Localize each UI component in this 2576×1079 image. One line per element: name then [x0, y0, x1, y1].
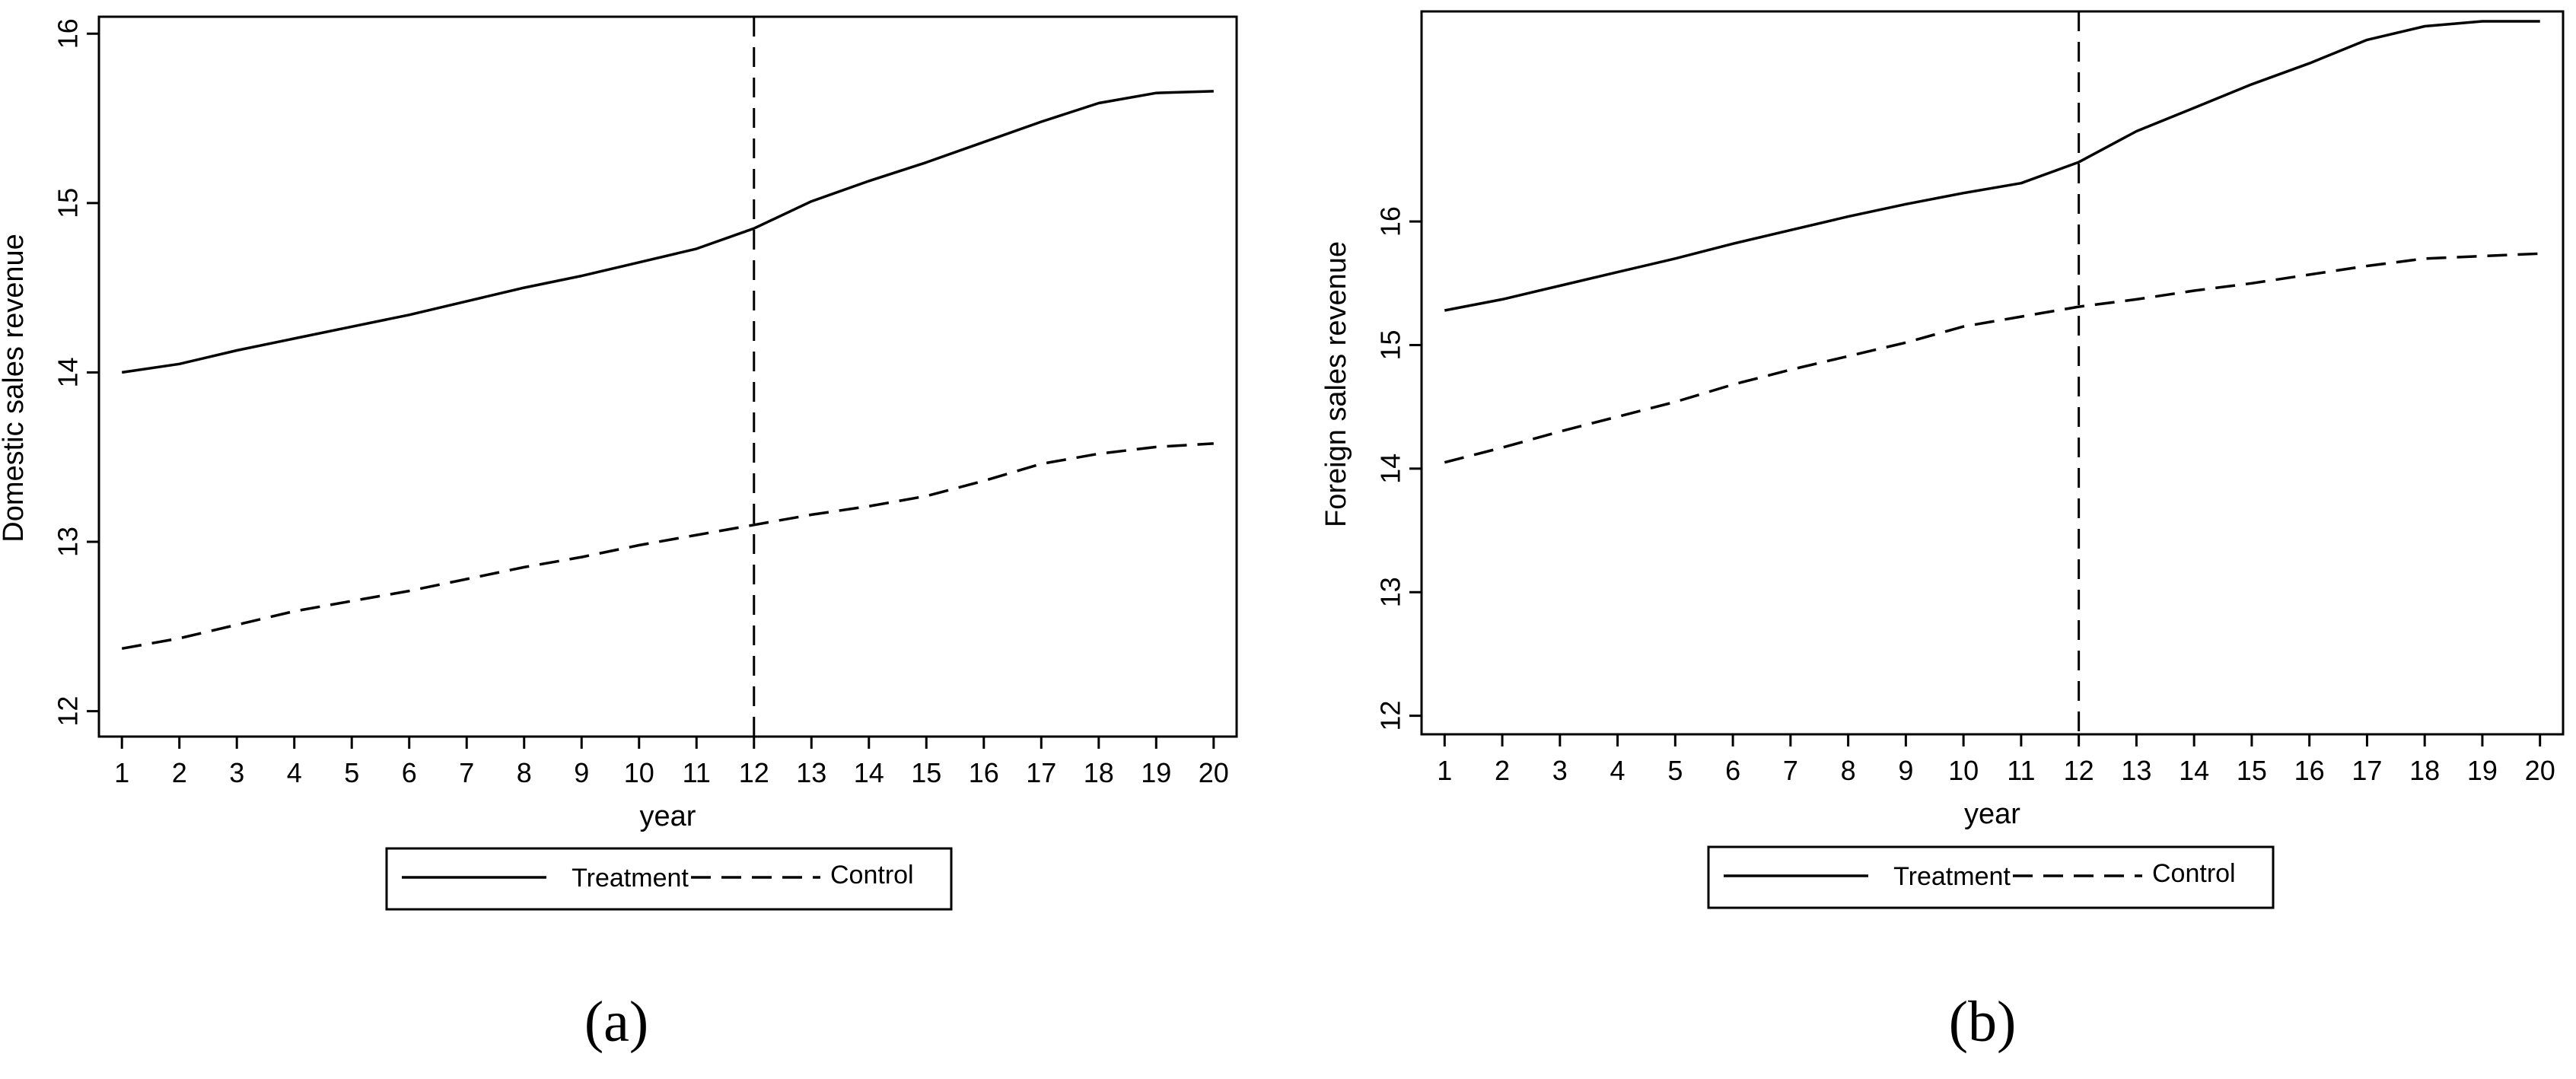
y-axis-title: Foreign sales revenue: [1320, 241, 1352, 527]
x-tick-label: 11: [2007, 755, 2035, 786]
x-tick-label: 17: [2352, 755, 2382, 786]
panel-a-caption: (a): [584, 990, 649, 1054]
chart-panel-a: 1 2 3 4 5 6 7 8 9 10 11 12 13 14 15 16 17 18 19 20121314151…: [0, 15, 1238, 911]
legend-label-treatment: Treatment: [1893, 862, 2011, 891]
x-tick-label: 9: [574, 757, 589, 788]
x-tick-label: 2: [1495, 755, 1510, 786]
x-tick-label: 7: [459, 757, 474, 788]
y-axis-title: Domestic sales revenue: [0, 234, 30, 543]
plot-frame: [1420, 10, 2565, 736]
x-tick-label: 20: [1199, 757, 1229, 788]
y-tick-label: 15: [53, 188, 84, 218]
legend: Treatment Control: [385, 847, 953, 911]
x-tick-label: 17: [1026, 757, 1056, 788]
y-tick-label: 16: [1375, 206, 1406, 237]
legend-box: [1707, 845, 2275, 909]
y-tick-label: 15: [1375, 329, 1406, 360]
x-tick-label: 1: [114, 757, 129, 788]
x-tick-label: 8: [1841, 755, 1856, 786]
x-tick-label: 19: [1141, 757, 1171, 788]
x-tick-label: 19: [2467, 755, 2498, 786]
x-tick-label: 7: [1783, 755, 1798, 786]
x-tick-label: 12: [739, 757, 769, 788]
x-tick-label: 4: [287, 757, 302, 788]
x-tick-label: 13: [796, 757, 826, 788]
x-tick-label: 5: [1667, 755, 1683, 786]
chart-panel-b: 1 2 3 4 5 6 7 8 9 10 11 12 13 14 15 16 17 18 19 20121314151…: [1320, 10, 2565, 909]
series-line-treatment: [121, 90, 1214, 374]
x-tick-label: 18: [1084, 757, 1114, 788]
x-tick-label: 6: [1725, 755, 1740, 786]
x-axis-title: year: [640, 800, 696, 832]
x-tick-label: 11: [683, 757, 711, 788]
x-axis-title: year: [1964, 798, 2020, 830]
x-tick-label: 16: [969, 757, 999, 788]
legend-label-control: Control: [830, 861, 914, 890]
legend: Treatment Control: [1707, 845, 2275, 909]
y-tick-label: 13: [1375, 577, 1406, 607]
y-tick-label: 12: [1375, 701, 1406, 731]
x-tick-label: 15: [911, 757, 941, 788]
x-tick-label: 1: [1437, 755, 1452, 786]
series-line-treatment: [1444, 20, 2540, 312]
y-tick-label: 12: [53, 696, 84, 727]
series-line-control: [1444, 252, 2540, 464]
legend-label-treatment: Treatment: [572, 864, 689, 893]
x-tick-label: 3: [229, 757, 244, 788]
x-tick-label: 10: [624, 757, 654, 788]
x-tick-label: 14: [854, 757, 884, 788]
x-tick-label: 13: [2121, 755, 2151, 786]
x-tick-label: 12: [2064, 755, 2094, 786]
x-tick-label: 14: [2179, 755, 2209, 786]
x-tick-label: 10: [1948, 755, 1979, 786]
x-tick-label: 5: [344, 757, 359, 788]
x-tick-label: 6: [402, 757, 417, 788]
x-tick-label: 20: [2525, 755, 2555, 786]
series-line-control: [121, 442, 1214, 651]
y-tick-label: 13: [53, 527, 84, 557]
x-tick-label: 2: [172, 757, 187, 788]
legend-box: [385, 847, 953, 911]
x-tick-label: 15: [2237, 755, 2267, 786]
x-tick-label: 16: [2294, 755, 2325, 786]
y-tick-label: 14: [1375, 454, 1406, 484]
y-tick-label: 16: [53, 18, 84, 49]
plot-frame: [97, 15, 1238, 738]
x-tick-label: 3: [1552, 755, 1568, 786]
y-tick-label: 14: [53, 357, 84, 387]
x-tick-label: 8: [517, 757, 532, 788]
x-tick-label: 4: [1610, 755, 1626, 786]
legend-label-control: Control: [2152, 859, 2236, 888]
x-tick-label: 18: [2409, 755, 2440, 786]
x-tick-label: 9: [1898, 755, 1913, 786]
panel-b-caption: (b): [1948, 990, 2017, 1054]
